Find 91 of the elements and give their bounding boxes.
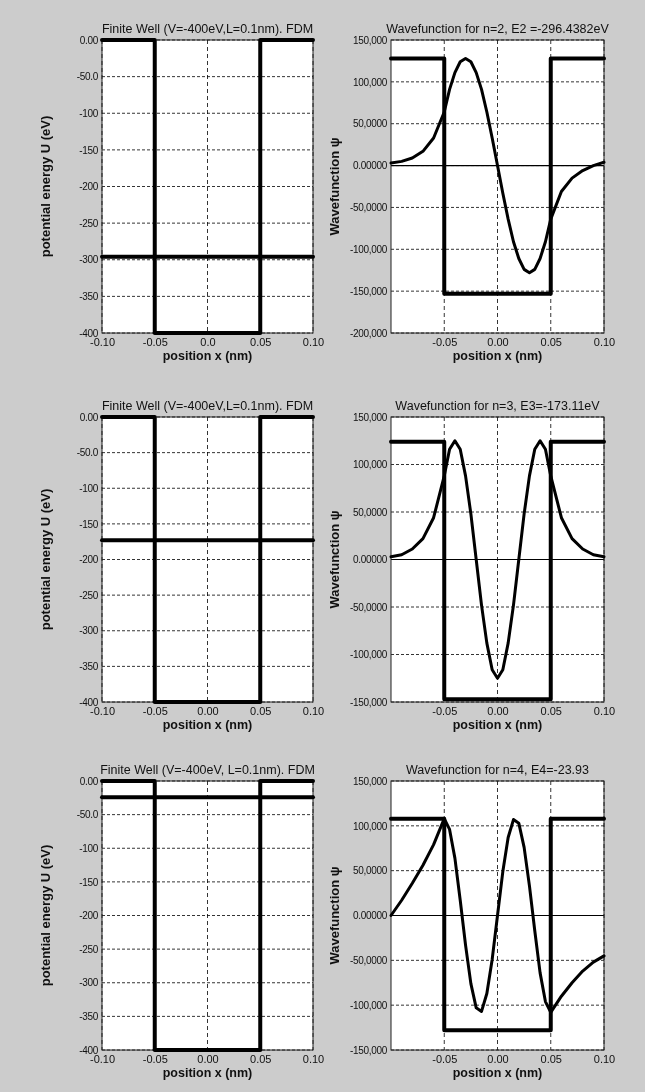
y-tick-label: -250 bbox=[79, 217, 99, 229]
chart-title: Finite Well (V=-400eV, L=0.1nm). FDM bbox=[100, 763, 315, 777]
y-tick-label: -300 bbox=[79, 977, 99, 989]
y-axis-title: Wavefunction ψ bbox=[327, 510, 342, 609]
x-tick-label: -0.05 bbox=[432, 704, 458, 717]
x-tick-label: 0.00 bbox=[487, 335, 509, 348]
y-tick-label: 50,0000 bbox=[352, 865, 388, 877]
y-tick-label: -250 bbox=[79, 589, 99, 601]
x-tick-label: 0.0 bbox=[200, 335, 216, 348]
x-tick-label: -0.05 bbox=[432, 1052, 458, 1065]
y-tick-label: -150 bbox=[79, 518, 99, 530]
y-tick-label: -400 bbox=[79, 696, 99, 708]
y-tick-label: -100 bbox=[79, 107, 99, 119]
y-tick-label: -100,000 bbox=[349, 999, 388, 1011]
x-axis-title: position x (nm) bbox=[162, 349, 253, 363]
x-tick-label: -0.05 bbox=[432, 335, 458, 348]
y-tick-label: -400 bbox=[79, 1044, 99, 1056]
y-tick-label: -50,0000 bbox=[349, 955, 388, 967]
y-tick-label: -50,0000 bbox=[349, 202, 388, 214]
y-tick-label: -100,000 bbox=[349, 243, 388, 255]
x-axis-title: position x (nm) bbox=[452, 718, 543, 732]
y-tick-label: -150 bbox=[79, 144, 99, 156]
x-tick-label: 0.05 bbox=[250, 335, 272, 348]
y-tick-label: -150,000 bbox=[349, 285, 388, 297]
y-tick-label: 0.00 bbox=[79, 411, 99, 423]
chart-title: Wavefunction for n=4, E4=-23.93 bbox=[406, 763, 590, 777]
chart-title: Finite Well (V=-400eV,L=0.1nm). FDM bbox=[101, 399, 314, 413]
y-tick-label: -200 bbox=[79, 554, 99, 566]
y-tick-label: -50.0 bbox=[76, 447, 99, 459]
y-tick-label: 100,000 bbox=[352, 820, 388, 832]
y-tick-label: 0.00 bbox=[79, 34, 99, 46]
y-tick-label: -150,000 bbox=[349, 696, 388, 708]
y-tick-label: 100,000 bbox=[352, 76, 388, 88]
x-tick-label: -0.05 bbox=[142, 704, 168, 717]
y-tick-label: 0.00000 bbox=[352, 554, 388, 566]
x-tick-label: -0.05 bbox=[142, 1052, 168, 1065]
y-tick-label: -200,000 bbox=[349, 327, 388, 339]
x-axis-title: position x (nm) bbox=[452, 349, 543, 363]
y-tick-label: -300 bbox=[79, 625, 99, 637]
chart-title: Wavefunction for n=2, E2 =-296.4382eV bbox=[386, 22, 610, 36]
y-tick-label: -350 bbox=[79, 1011, 99, 1023]
y-tick-label: 150,000 bbox=[352, 34, 388, 46]
x-tick-label: 0.00 bbox=[197, 704, 219, 717]
x-tick-label: 0.05 bbox=[250, 704, 272, 717]
chart-title: Wavefunction for n=3, E3=-173.11eV bbox=[395, 399, 601, 413]
y-tick-label: 50,0000 bbox=[352, 506, 388, 518]
y-tick-label: -300 bbox=[79, 254, 99, 266]
x-tick-label: 0.00 bbox=[487, 704, 509, 717]
x-axis-title: position x (nm) bbox=[162, 1066, 253, 1080]
x-tick-label: 0.00 bbox=[197, 1052, 219, 1065]
x-tick-label: -0.05 bbox=[142, 335, 168, 348]
y-tick-label: 150,000 bbox=[352, 775, 388, 787]
chart-title: Finite Well (V=-400eV,L=0.1nm). FDM bbox=[101, 22, 314, 36]
x-tick-label: 0.05 bbox=[540, 704, 562, 717]
y-tick-label: -200 bbox=[79, 910, 99, 922]
x-tick-label: 0.05 bbox=[540, 335, 562, 348]
y-axis-title: Wavefunction ψ bbox=[327, 137, 342, 236]
x-axis-title: position x (nm) bbox=[452, 1066, 543, 1080]
x-tick-label: 0.10 bbox=[593, 704, 616, 717]
x-tick-label: 0.05 bbox=[250, 1052, 272, 1065]
y-tick-label: 50,0000 bbox=[352, 118, 388, 130]
y-tick-label: 100,000 bbox=[352, 459, 388, 471]
x-tick-label: 0.10 bbox=[593, 335, 616, 348]
y-tick-label: -400 bbox=[79, 327, 99, 339]
y-tick-label: 150,000 bbox=[352, 411, 388, 423]
y-tick-label: -50.0 bbox=[76, 809, 99, 821]
x-tick-label: 0.10 bbox=[302, 704, 325, 717]
y-axis-title: potential energy U (eV) bbox=[38, 488, 53, 631]
y-axis-title: potential energy U (eV) bbox=[38, 844, 53, 987]
y-tick-label: -200 bbox=[79, 181, 99, 193]
y-tick-label: 0.00000 bbox=[352, 160, 388, 172]
y-tick-label: 0.00000 bbox=[352, 910, 388, 922]
y-tick-label: 0.00 bbox=[79, 775, 99, 787]
y-tick-label: -150,000 bbox=[349, 1044, 388, 1056]
x-tick-label: 0.05 bbox=[540, 1052, 562, 1065]
y-tick-label: -100 bbox=[79, 842, 99, 854]
x-tick-label: 0.10 bbox=[302, 335, 325, 348]
x-axis-title: position x (nm) bbox=[162, 718, 253, 732]
x-tick-label: 0.00 bbox=[487, 1052, 509, 1065]
y-axis-title: potential energy U (eV) bbox=[38, 115, 53, 258]
y-tick-label: -50.0 bbox=[76, 71, 99, 83]
y-axis-title: Wavefunction ψ bbox=[327, 866, 342, 965]
y-tick-label: -250 bbox=[79, 943, 99, 955]
x-tick-label: 0.10 bbox=[593, 1052, 616, 1065]
y-tick-label: -50,0000 bbox=[349, 601, 388, 613]
y-tick-label: -350 bbox=[79, 291, 99, 303]
x-tick-label: 0.10 bbox=[302, 1052, 325, 1065]
y-tick-label: -150 bbox=[79, 876, 99, 888]
y-tick-label: -100,000 bbox=[349, 649, 388, 661]
y-tick-label: -100 bbox=[79, 482, 99, 494]
y-tick-label: -350 bbox=[79, 661, 99, 673]
